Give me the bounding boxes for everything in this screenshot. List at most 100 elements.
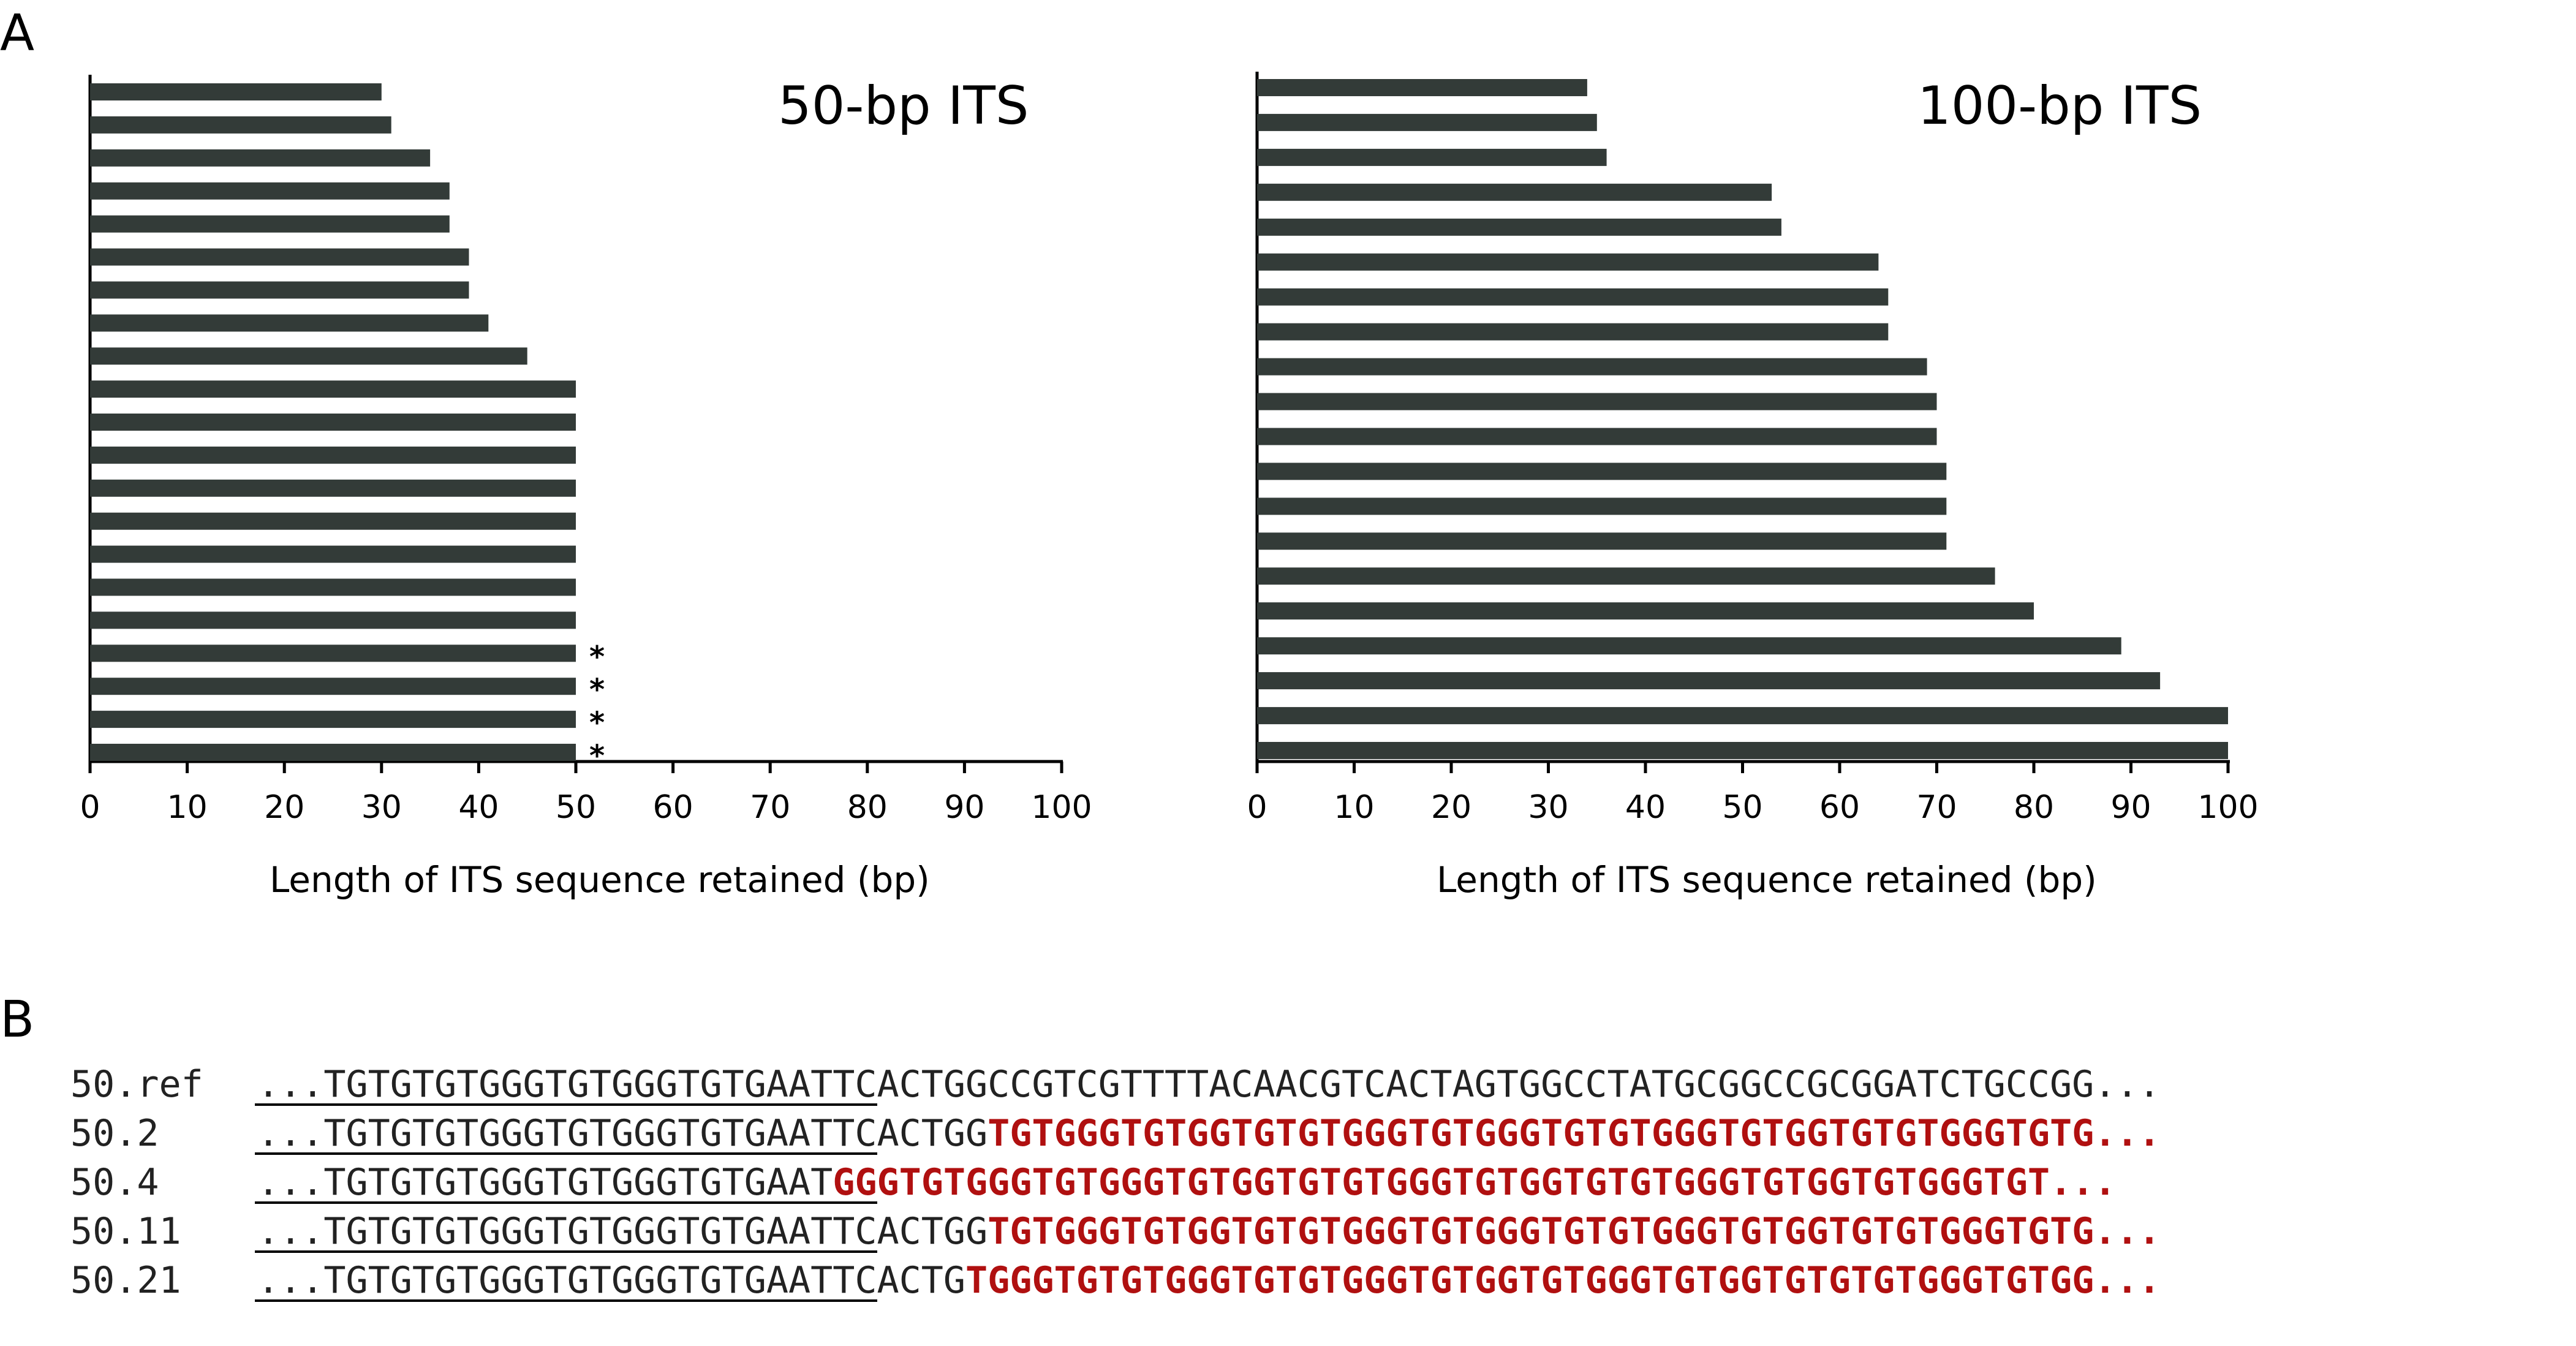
sequence-insert: TGTGGGTGTGGTGTGTGGGTGTGGGTGTGTGGGTGTGGTG… — [988, 1112, 2094, 1155]
sequence-insert: GGGTGTGGGTGTGGGTGTGGTGTGTGGGTGTGGTGTGTGG… — [833, 1161, 2050, 1204]
sequence-prefix: ...TGTGTGTGGGTGTGGGTGTG — [257, 1063, 766, 1106]
sequence-text: ...TGTGTGTGGGTGTGGGTGTGAATTCACTGGTGTGGGT… — [257, 1210, 2161, 1253]
sequence-retained: AATTCACTGG — [766, 1112, 988, 1155]
x-tick-label: 100 — [1031, 789, 1092, 826]
sequence-prefix: ...TGTGTGTGGGTGTGGGTGTG — [257, 1161, 766, 1204]
bar — [1257, 707, 2228, 725]
bar — [90, 83, 382, 100]
bar — [90, 645, 576, 662]
chart-title-100bp: 100-bp ITS — [1917, 75, 2202, 137]
sequence-ellipsis: ... — [2050, 1161, 2116, 1204]
bar — [1257, 742, 2228, 759]
bar — [1257, 253, 1879, 271]
x-tick-label: 90 — [2110, 789, 2151, 826]
bar — [1257, 288, 1889, 306]
sequence-row: 50.11 ...TGTGTGTGGGTGTGGGTGTGAATTCACTGGT… — [70, 1210, 2161, 1253]
x-tick-label: 70 — [750, 789, 790, 826]
x-tick-label: 60 — [1819, 789, 1860, 826]
sequence-row: 50.4 ...TGTGTGTGGGTGTGGGTGTGAATGGGTGTGGG… — [70, 1161, 2116, 1204]
bar-annotation: * — [589, 640, 605, 674]
bar — [90, 512, 576, 530]
bar — [1257, 602, 2034, 620]
bar-annotation: * — [589, 673, 605, 707]
chart-50bp: 50-bp ITS **** 0 10 20 30 40 50 60 70 80 90 100 Le… — [80, 75, 1092, 901]
sequence-retained: AATTCACTG — [766, 1259, 965, 1302]
x-tick-label: 30 — [1528, 789, 1568, 826]
bar — [1257, 463, 1947, 480]
sequence-text: ...TGTGTGTGGGTGTGGGTGTGAATTCACTGTGGGTGTG… — [257, 1259, 2161, 1302]
x-tick-label: 80 — [2014, 789, 2054, 826]
bar — [90, 711, 576, 728]
bar — [1257, 218, 1781, 236]
x-tick-label: 70 — [1916, 789, 1957, 826]
sequence-insert: TGTGGGTGTGGTGTGTGGGTGTGGGTGTGTGGGTGTGGTG… — [988, 1210, 2094, 1253]
bar — [90, 744, 576, 761]
bar — [1257, 393, 1937, 410]
bar — [90, 182, 450, 200]
bar-annotation: * — [589, 706, 605, 740]
bar — [90, 678, 576, 695]
chart-title-50bp: 50-bp ITS — [778, 75, 1029, 137]
sequence-text: ...TGTGTGTGGGTGTGGGTGTGAATTCACTGGCCGTCGT… — [257, 1063, 2161, 1106]
bar — [90, 314, 489, 332]
bar — [1257, 323, 1889, 341]
sequence-text: ...TGTGTGTGGGTGTGGGTGTGAATGGGTGTGGGTGTGG… — [257, 1161, 2116, 1204]
bar — [90, 347, 527, 365]
x-tick-label: 0 — [1247, 789, 1267, 826]
bar — [90, 281, 469, 299]
bar — [1257, 637, 2121, 655]
sequence-prefix: ...TGTGTGTGGGTGTGGGTGTG — [257, 1259, 766, 1302]
bar — [90, 479, 576, 497]
bar — [90, 545, 576, 563]
x-axis-label-50bp: Length of ITS sequence retained (bp) — [270, 859, 930, 901]
x-tick-label: 40 — [1625, 789, 1666, 826]
bars-100bp — [1257, 79, 2228, 759]
chart-100bp: 100-bp ITS 0 10 20 30 40 50 60 70 80 90 100 Length… — [1247, 72, 2259, 901]
bar — [90, 611, 576, 629]
bar — [90, 414, 576, 431]
bar — [1257, 567, 1995, 585]
sequence-label: 50.4 — [70, 1161, 159, 1204]
sequence-ellipsis: ... — [2094, 1210, 2160, 1253]
x-ticks-50bp: 0 10 20 30 40 50 60 70 80 90 100 — [80, 762, 1092, 826]
bar — [90, 446, 576, 464]
sequence-label: 50.ref — [70, 1063, 203, 1106]
x-tick-label: 50 — [1722, 789, 1762, 826]
sequence-ellipsis: ... — [2094, 1259, 2160, 1302]
bar — [90, 380, 576, 398]
bar — [1257, 497, 1947, 515]
bar — [90, 215, 450, 233]
bar — [1257, 148, 1607, 166]
x-tick-label: 30 — [361, 789, 402, 826]
sequence-insert: TGGGTGTGTGGGTGTGTGGGTGTGGTGTGGGTGTGGTGTG… — [965, 1259, 2094, 1302]
sequence-label: 50.21 — [70, 1259, 181, 1302]
sequence-retained: AAT — [766, 1161, 833, 1204]
x-tick-label: 10 — [1334, 789, 1374, 826]
panel-label-a: A — [0, 4, 34, 62]
sequence-row: 50.ref ...TGTGTGTGGGTGTGGGTGTGAATTCACTGG… — [70, 1063, 2161, 1106]
x-tick-label: 50 — [556, 789, 596, 826]
sequence-retained: AATTCACTGGCCGTCGTTTTACAACGTCACTAGTGGCCTA… — [766, 1063, 2094, 1106]
bar — [90, 248, 469, 266]
sequence-ellipsis: ... — [2094, 1063, 2160, 1106]
sequence-row: 50.21 ...TGTGTGTGGGTGTGGGTGTGAATTCACTGTG… — [70, 1259, 2161, 1302]
bar — [1257, 672, 2161, 690]
bar — [1257, 79, 1587, 96]
bar — [1257, 532, 1947, 550]
sequence-prefix: ...TGTGTGTGGGTGTGGGTGTG — [257, 1210, 766, 1253]
bar — [90, 149, 431, 167]
sequence-label: 50.11 — [70, 1210, 181, 1253]
x-tick-label: 60 — [653, 789, 693, 826]
sequence-prefix: ...TGTGTGTGGGTGTGGGTGTG — [257, 1112, 766, 1155]
x-tick-label: 10 — [167, 789, 208, 826]
x-tick-label: 20 — [264, 789, 304, 826]
x-tick-label: 0 — [80, 789, 100, 826]
sequence-ellipsis: ... — [2094, 1112, 2160, 1155]
bar — [1257, 113, 1597, 131]
bar — [1257, 428, 1937, 445]
panel-label-b: B — [0, 991, 34, 1049]
x-tick-label: 100 — [2197, 789, 2258, 826]
x-axis-label-100bp: Length of ITS sequence retained (bp) — [1437, 859, 2097, 901]
sequence-retained: AATTCACTGG — [766, 1210, 988, 1253]
